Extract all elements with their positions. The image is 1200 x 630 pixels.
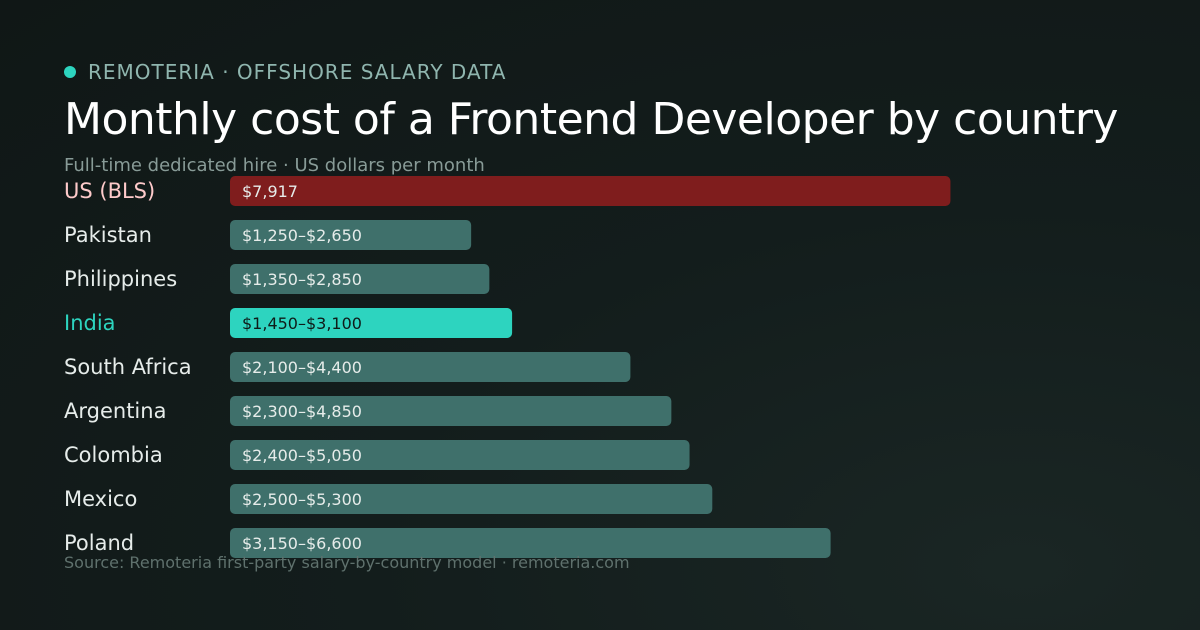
bar [230, 264, 490, 294]
value-label: $1,450–$3,100 [242, 314, 362, 333]
chart-title: Monthly cost of a Frontend Developer by … [64, 94, 1118, 145]
category-label: Poland [64, 531, 134, 555]
category-label: Philippines [64, 267, 177, 291]
category-label: Colombia [64, 443, 163, 467]
category-label: India [64, 311, 116, 335]
category-label: US (BLS) [64, 179, 155, 203]
value-label: $2,300–$4,850 [242, 402, 362, 421]
value-label: $7,917 [242, 182, 298, 201]
brand-dot-icon [64, 66, 76, 78]
source-note: Source: Remoteria first-party salary-by-… [64, 553, 630, 572]
bar [230, 176, 951, 206]
category-label: Pakistan [64, 223, 152, 247]
bar [230, 308, 513, 338]
value-label: $2,400–$5,050 [242, 446, 362, 465]
bar [230, 440, 690, 470]
value-label: $1,250–$2,650 [242, 226, 362, 245]
value-label: $2,500–$5,300 [242, 490, 362, 509]
bar [230, 352, 631, 382]
chart-subtitle: Full-time dedicated hire · US dollars pe… [64, 155, 485, 176]
category-label: South Africa [64, 355, 192, 379]
bar [230, 528, 831, 558]
bar [230, 220, 472, 250]
value-label: $3,150–$6,600 [242, 534, 362, 553]
bar [230, 396, 672, 426]
category-label: Argentina [64, 399, 166, 423]
value-label: $1,350–$2,850 [242, 270, 362, 289]
category-label: Mexico [64, 487, 137, 511]
value-label: $2,100–$4,400 [242, 358, 362, 377]
bar [230, 484, 713, 514]
brand-header: REMOTERIA · OFFSHORE SALARY DATA [64, 60, 506, 84]
brand-name: REMOTERIA · OFFSHORE SALARY DATA [88, 60, 507, 84]
